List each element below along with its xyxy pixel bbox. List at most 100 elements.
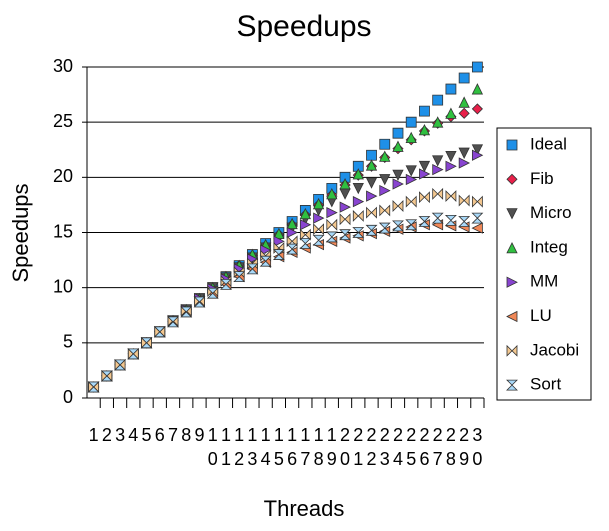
legend-label: Ideal (530, 134, 567, 153)
marker (471, 149, 484, 161)
marker (405, 173, 418, 186)
marker (432, 94, 444, 106)
legend-marker (506, 344, 518, 357)
y-axis-label: Speedups (8, 183, 33, 282)
marker (325, 231, 338, 243)
marker (339, 213, 351, 226)
marker (392, 220, 404, 232)
legend-label: Integ (530, 237, 568, 256)
marker (471, 222, 483, 234)
marker (246, 263, 259, 275)
marker (273, 235, 285, 247)
marker (339, 171, 351, 183)
marker (339, 201, 351, 213)
marker (379, 174, 391, 186)
x-tick-label: 6 (155, 425, 165, 445)
marker (286, 217, 298, 230)
marker (445, 160, 457, 172)
marker (272, 249, 285, 260)
marker (445, 150, 457, 163)
marker (153, 326, 166, 338)
y-tick-label: 5 (63, 332, 73, 352)
marker (379, 204, 391, 217)
marker (365, 224, 378, 236)
marker (352, 195, 365, 208)
marker (392, 178, 404, 190)
marker (392, 200, 404, 212)
y-tick-label: 30 (53, 56, 73, 76)
marker (339, 229, 352, 241)
marker (458, 107, 470, 119)
x-tick-label: 8 (181, 425, 191, 445)
marker (419, 191, 430, 204)
marker (206, 287, 219, 299)
marker (100, 370, 113, 382)
marker (432, 155, 444, 167)
marker (352, 182, 364, 195)
marker (431, 212, 444, 224)
x-tick-label: 1 (89, 425, 99, 445)
marker (312, 234, 325, 246)
marker (379, 150, 391, 162)
marker (365, 159, 378, 171)
legend-label: Micro (530, 203, 572, 222)
marker (140, 337, 153, 349)
marker (167, 316, 179, 328)
marker (418, 216, 431, 227)
marker (352, 227, 365, 238)
marker (352, 160, 364, 172)
marker (458, 216, 471, 227)
marker (326, 206, 338, 219)
marker (193, 296, 206, 308)
marker (445, 83, 457, 95)
marker (458, 147, 470, 159)
legend-marker (506, 379, 518, 391)
marker (326, 187, 338, 200)
marker (379, 138, 391, 150)
legend-label: Sort (530, 375, 561, 394)
marker (432, 116, 444, 128)
marker (286, 243, 299, 255)
marker (458, 157, 471, 169)
marker (299, 219, 312, 231)
legend-label: MM (530, 272, 558, 291)
marker (313, 212, 325, 224)
marker (405, 195, 417, 208)
marker (312, 197, 325, 210)
y-tick-label: 10 (53, 276, 73, 296)
chart-title: Speedups (236, 10, 371, 43)
legend-marker (506, 208, 518, 220)
marker (378, 222, 391, 234)
marker (366, 190, 378, 202)
marker (392, 140, 404, 152)
x-tick-label: 9 (194, 425, 204, 445)
marker (233, 271, 246, 283)
marker (87, 381, 100, 393)
legend-marker (506, 173, 518, 185)
marker (471, 103, 483, 115)
marker (326, 218, 338, 231)
marker (379, 184, 391, 197)
marker (299, 238, 312, 249)
marker (114, 359, 127, 371)
marker (418, 123, 431, 136)
legend-marker (506, 276, 518, 288)
marker (339, 188, 351, 200)
legend-marker (506, 310, 518, 323)
y-tick-label: 25 (53, 111, 73, 131)
marker (444, 214, 457, 226)
